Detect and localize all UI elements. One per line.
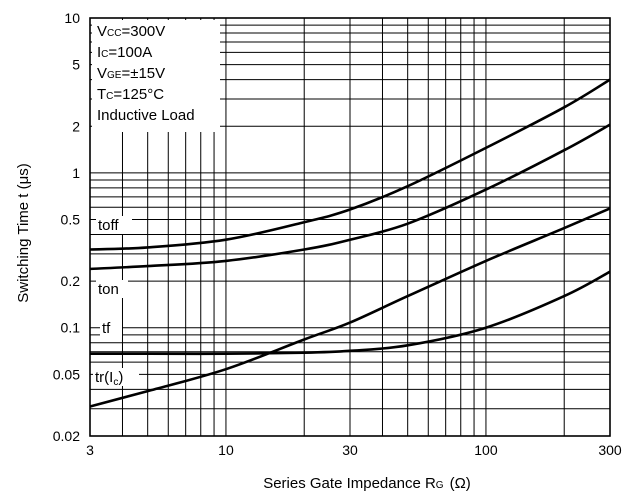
conditions-background	[92, 20, 220, 132]
series-label-background	[96, 280, 128, 298]
condition-subscript: C	[101, 49, 108, 60]
series-label: ton	[98, 281, 119, 298]
x-tick-labels: 3 10 30 100 300	[86, 442, 622, 458]
condition-subscript: GE	[107, 70, 122, 81]
series-label: tr(Ic)	[95, 369, 123, 388]
x-tick-label: 100	[474, 442, 498, 458]
x-tick-label: 3	[86, 442, 94, 458]
condition-value: =100A	[108, 44, 152, 61]
series-label: toff	[98, 217, 119, 234]
conditions-box: VCC=300VIC=100AVGE=±15VTC=125°CInductive…	[92, 20, 220, 132]
x-axis-title-main: Series Gate Impedance R	[263, 475, 436, 492]
condition-subscript: C	[106, 91, 113, 102]
condition-line: VCC=300V	[97, 23, 165, 40]
y-tick-label: 0.1	[61, 320, 81, 336]
curves	[89, 78, 611, 408]
y-tick-label: 0.2	[61, 273, 81, 289]
series-label-main: ton	[98, 281, 119, 298]
series-line-tf	[90, 270, 611, 356]
condition-line: TC=125°C	[97, 86, 164, 103]
series-label-background	[96, 216, 132, 234]
x-tick-label: 10	[218, 442, 234, 458]
series-label-main: tr(I	[95, 369, 113, 386]
condition-value: =125°C	[113, 86, 164, 103]
condition-line: IC=100A	[97, 44, 152, 61]
y-axis-title: Switching Time t (μs)	[15, 163, 32, 303]
series-label-main: tf	[102, 320, 111, 337]
condition-value: =±15V	[121, 65, 165, 82]
condition-value: =300V	[121, 23, 165, 40]
condition-symbol: V	[97, 65, 107, 82]
condition-line: Inductive Load	[97, 107, 195, 124]
series-label: tf	[102, 320, 111, 337]
plot-frame	[89, 17, 611, 437]
y-tick-label: 10	[64, 10, 80, 26]
condition-symbol: T	[97, 86, 106, 103]
series-line-toff	[89, 78, 611, 251]
series-label-sub: c	[113, 377, 118, 388]
y-tick-label: 5	[72, 57, 80, 73]
condition-line: VGE=±15V	[97, 65, 165, 82]
series-label-background	[100, 319, 122, 337]
series-line-ton	[89, 123, 611, 271]
condition-symbol: I	[97, 44, 101, 61]
condition-symbol: V	[97, 23, 107, 40]
x-tick-label: 300	[598, 442, 622, 458]
y-tick-label: 0.5	[61, 211, 81, 227]
series-labels: toff ton tf tr(Ic)	[93, 216, 139, 388]
x-tick-label: 30	[342, 442, 358, 458]
series-label-close: )	[118, 369, 123, 386]
y-tick-label: 2	[72, 118, 80, 134]
y-tick-label: 0.02	[53, 428, 80, 444]
y-tick-labels: 0.02 0.05 0.1 0.2 0.5 1 2 5 10	[53, 10, 80, 444]
series-label-background	[93, 368, 139, 386]
series-label-main: toff	[98, 217, 119, 234]
x-axis-title-unit: (Ω)	[450, 475, 471, 492]
condition-symbol: Inductive Load	[97, 107, 195, 124]
y-tick-label: 1	[72, 165, 80, 181]
condition-subscript: CC	[107, 28, 121, 39]
series-line-tric	[89, 207, 611, 408]
x-axis-title-sub: G	[436, 480, 444, 491]
x-axis-title: Series Gate Impedance RG (Ω)	[263, 475, 471, 492]
y-tick-label: 0.05	[53, 366, 80, 382]
